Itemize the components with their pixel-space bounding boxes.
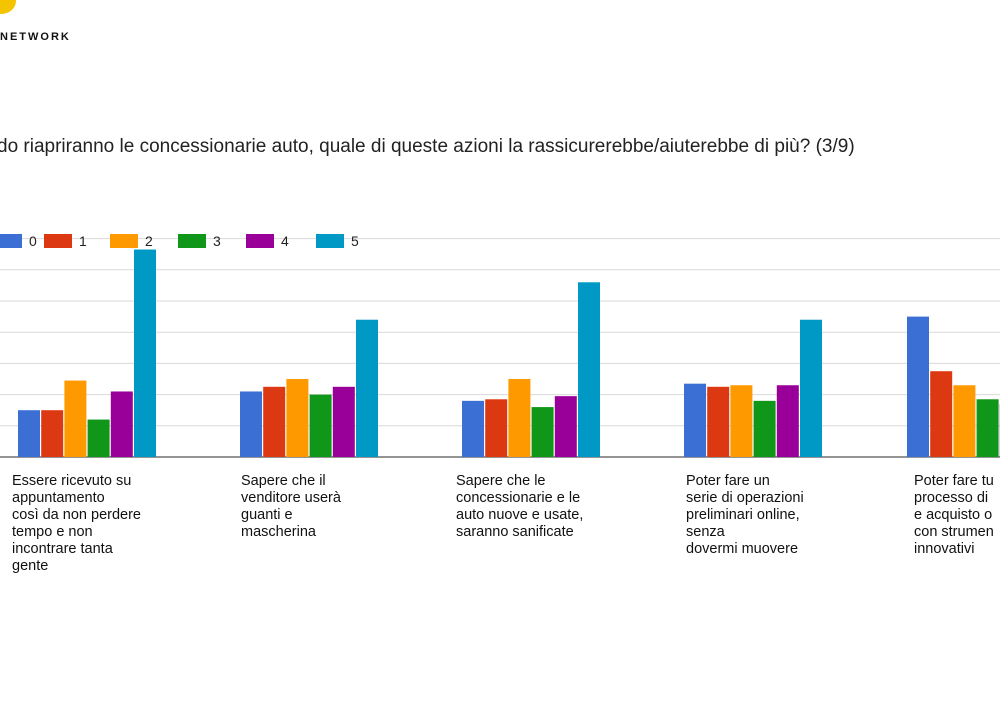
bar bbox=[508, 379, 531, 457]
brand-text: NETWORK bbox=[0, 31, 71, 43]
legend-swatch bbox=[44, 234, 72, 248]
bar bbox=[753, 400, 776, 457]
legend-swatch bbox=[246, 234, 274, 248]
bar bbox=[332, 386, 355, 457]
bar bbox=[134, 249, 156, 457]
category-label: Essere ricevuto su appuntamento così da … bbox=[12, 473, 141, 574]
category-label: Sapere che il venditore userà guanti e m… bbox=[241, 473, 341, 540]
bar bbox=[907, 316, 929, 457]
category-label: Poter fare un serie di operazioni prelim… bbox=[686, 473, 804, 557]
bar bbox=[18, 410, 40, 457]
legend-swatch bbox=[316, 234, 344, 248]
bar bbox=[286, 379, 309, 457]
legend-label: 4 bbox=[281, 233, 289, 249]
bar bbox=[263, 386, 286, 457]
chart-title: do riapriranno le concessionarie auto, q… bbox=[0, 136, 855, 157]
bar bbox=[554, 396, 577, 457]
legend-label: 0 bbox=[29, 233, 37, 249]
legend-label: 2 bbox=[145, 233, 153, 249]
legend-swatch bbox=[178, 234, 206, 248]
bar bbox=[41, 410, 64, 457]
bar bbox=[976, 399, 999, 457]
category-label: Poter fare tu processo di e acquisto o c… bbox=[914, 473, 994, 557]
bar bbox=[578, 282, 600, 457]
category-label: Sapere che le concessionarie e le auto n… bbox=[456, 473, 584, 540]
bar bbox=[953, 385, 976, 457]
bar bbox=[531, 407, 554, 457]
bar bbox=[730, 385, 753, 457]
bar bbox=[356, 319, 378, 457]
bar bbox=[684, 383, 706, 457]
bar bbox=[64, 380, 87, 457]
bar-chart: 0 1 2 3 4 5 bbox=[0, 233, 1000, 458]
legend-label: 5 bbox=[351, 233, 359, 249]
legend-label: 1 bbox=[79, 233, 87, 249]
legend-label: 3 bbox=[213, 233, 221, 249]
brand-logo-icon bbox=[0, 0, 16, 14]
bar bbox=[485, 399, 508, 457]
bar bbox=[110, 391, 133, 457]
bar bbox=[309, 394, 332, 457]
bar bbox=[462, 400, 484, 457]
bar bbox=[776, 385, 799, 457]
legend-swatch bbox=[0, 234, 22, 248]
legend-swatch bbox=[110, 234, 138, 248]
bar bbox=[87, 419, 110, 457]
bar bbox=[707, 386, 730, 457]
bar bbox=[800, 319, 822, 457]
bar bbox=[930, 371, 953, 457]
bar bbox=[240, 391, 262, 457]
